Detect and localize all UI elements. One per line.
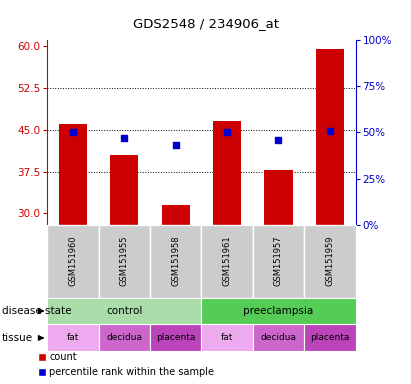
Point [173,142,179,149]
Text: GSM151957: GSM151957 [274,236,283,286]
Bar [99,324,150,351]
Bar [150,225,201,298]
Bar [201,225,253,298]
Text: placenta: placenta [310,333,349,343]
Point [121,135,127,141]
Bar [304,324,356,351]
Text: fat: fat [221,333,233,343]
Bar [264,170,293,225]
Bar [99,225,150,298]
Text: GSM151958: GSM151958 [171,236,180,286]
Text: tissue: tissue [2,333,33,343]
Bar [47,324,99,351]
Bar [162,205,190,225]
Point [70,129,76,136]
Point [327,127,333,134]
Text: GSM151961: GSM151961 [223,236,231,286]
Bar [316,49,344,225]
Bar [47,225,99,298]
Text: disease state: disease state [2,306,72,316]
Bar [253,324,304,351]
Bar [304,225,356,298]
Point [275,137,282,143]
Bar [201,324,253,351]
Bar [150,324,201,351]
Legend: count, percentile rank within the sample: count, percentile rank within the sample [38,353,215,377]
Bar [59,124,87,225]
Text: placenta: placenta [156,333,195,343]
Text: decidua: decidua [106,333,142,343]
Text: control: control [106,306,143,316]
Bar [47,298,201,324]
Text: GDS2548 / 234906_at: GDS2548 / 234906_at [132,17,279,30]
Text: GSM151955: GSM151955 [120,236,129,286]
Bar [110,155,139,225]
Text: GSM151959: GSM151959 [326,236,334,286]
Text: preeclampsia: preeclampsia [243,306,314,316]
Bar [253,225,304,298]
Text: decidua: decidua [261,333,296,343]
Point [224,129,230,136]
Bar [213,121,241,225]
Bar [201,298,356,324]
Text: GSM151960: GSM151960 [69,236,77,286]
Text: fat: fat [67,333,79,343]
